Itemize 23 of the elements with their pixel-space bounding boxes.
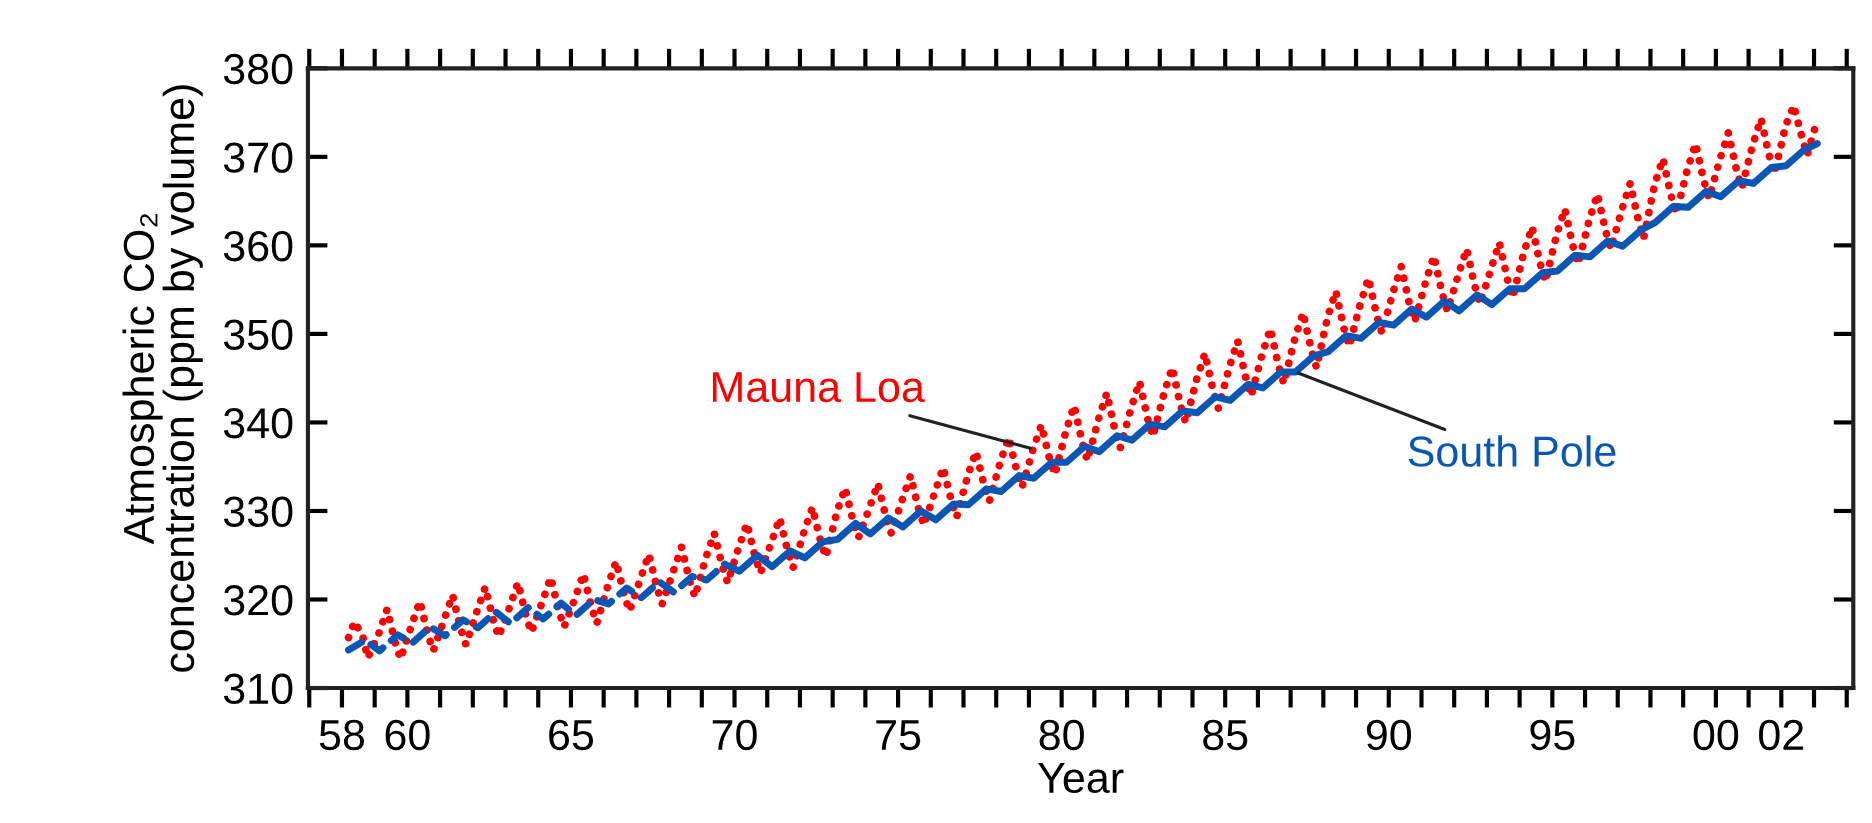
x-tick-label: 60: [385, 719, 430, 751]
x-tick-label: 85: [1203, 719, 1248, 751]
y-tick-label: 370: [223, 142, 293, 173]
x-tick-label: 02: [1759, 719, 1804, 751]
x-tick-label: 75: [876, 720, 921, 751]
x-tick-label: 95: [1530, 719, 1575, 751]
x-tick-label: 00: [1693, 719, 1739, 751]
text: South Pole: [1408, 435, 1616, 467]
y-tick-label: 330: [223, 496, 293, 527]
x-tick-label: 58: [319, 719, 365, 751]
x-tick-label: 90: [1366, 719, 1412, 751]
y-axis-title: Atmospheric CO₂ concentration (ppm by volume): [122, 85, 203, 672]
series-label: Mauna Loa: [712, 372, 925, 403]
x-tick-label: 70: [712, 719, 757, 751]
y-tick-label: 380: [223, 53, 293, 85]
x-tick-label: 80: [1039, 719, 1084, 751]
x-tick-label: 65: [549, 719, 594, 751]
y-tick-label: 350: [223, 319, 293, 350]
y-tick-label: 320: [223, 585, 293, 616]
y-tick-label: 360: [223, 230, 293, 262]
y-tick-label: 340: [223, 407, 293, 439]
x-axis-title: Year: [1038, 763, 1124, 794]
y-tick-label: 310: [223, 673, 293, 705]
